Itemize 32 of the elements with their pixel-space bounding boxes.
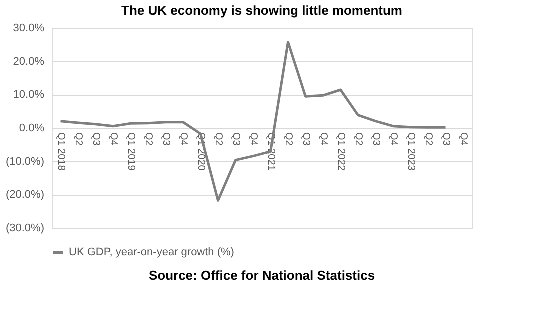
y-tick-label: 0.0% [19, 122, 45, 134]
x-tick-label: Q2 [142, 132, 154, 146]
x-tick-label: Q4 [388, 132, 399, 146]
x-tick-label: Q2 [72, 132, 84, 146]
y-tick-label: (10.0%) [6, 156, 44, 168]
x-tick-label: Q2 [282, 132, 294, 146]
y-tick-label: 30.0% [13, 22, 45, 34]
x-tick-label: Q1 2022 [335, 132, 346, 172]
x-tick-label: Q1 2018 [55, 132, 66, 172]
y-tick-label: (20.0%) [6, 189, 44, 202]
x-tick-label: Q4 [458, 132, 469, 146]
x-tick-label: Q3 [300, 132, 312, 146]
x-tick-label: Q3 [370, 132, 382, 146]
x-tick-label: Q1 2023 [405, 132, 416, 172]
x-tick-label: Q2 [422, 132, 434, 146]
x-tick-label: Q4 [178, 132, 189, 146]
x-tick-label: Q3 [230, 132, 242, 146]
x-tick-label: Q4 [108, 132, 119, 146]
chart-title: The UK economy is showing little momentum [122, 3, 402, 18]
x-tick-label: Q2 [352, 132, 364, 146]
x-tick-label: Q3 [90, 132, 102, 146]
source-note: Source: Office for National Statistics [148, 268, 376, 283]
x-tick-label: Q4 [248, 132, 259, 146]
legend-label: UK GDP, year-on-year growth (%) [69, 246, 234, 258]
x-tick-label: Q2 [212, 132, 224, 146]
y-tick-label: 20.0% [13, 56, 45, 68]
x-tick-label: Q3 [440, 132, 452, 146]
x-tick-label: Q3 [160, 132, 172, 146]
x-tick-label: Q1 2019 [125, 132, 136, 172]
y-tick-label: (30.0%) [6, 222, 44, 234]
y-tick-label: 10.0% [13, 89, 45, 102]
x-tick-label: Q4 [318, 132, 329, 146]
